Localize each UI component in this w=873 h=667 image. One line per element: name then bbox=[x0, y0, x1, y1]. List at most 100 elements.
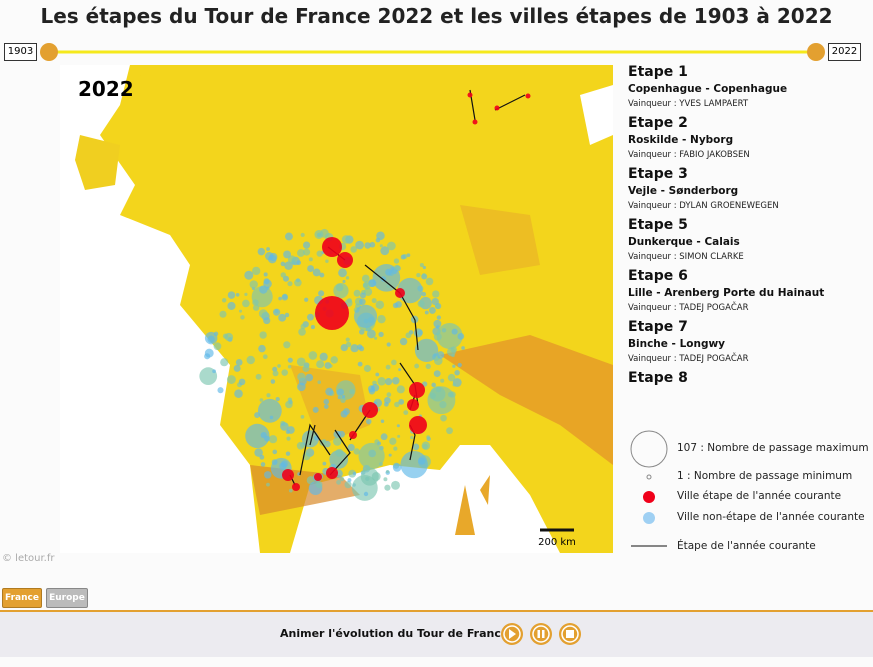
city bbox=[204, 331, 218, 345]
city bbox=[252, 299, 259, 306]
city bbox=[266, 247, 270, 251]
city bbox=[259, 398, 264, 402]
stage-city bbox=[349, 431, 357, 439]
city bbox=[410, 435, 414, 440]
city bbox=[312, 268, 321, 277]
city bbox=[403, 410, 409, 416]
city bbox=[272, 449, 278, 455]
city bbox=[240, 315, 245, 320]
stage-route: Vejle - Sønderborg bbox=[628, 185, 739, 197]
hills bbox=[460, 205, 540, 275]
city bbox=[375, 237, 381, 243]
stage-city bbox=[315, 296, 349, 330]
city bbox=[433, 370, 441, 378]
city bbox=[333, 282, 349, 299]
city bbox=[447, 373, 456, 382]
city bbox=[344, 481, 352, 489]
sea bbox=[580, 85, 613, 145]
city bbox=[457, 362, 462, 368]
city bbox=[288, 488, 293, 493]
city bbox=[322, 461, 327, 466]
city bbox=[283, 250, 291, 259]
city bbox=[363, 364, 372, 373]
city bbox=[354, 304, 378, 328]
stage-winner: Vainqueur : DYLAN GROENEWEGEN bbox=[628, 201, 779, 211]
city bbox=[400, 450, 428, 479]
city bbox=[355, 240, 364, 250]
city bbox=[315, 481, 323, 489]
city bbox=[325, 387, 334, 396]
city bbox=[396, 424, 400, 428]
stage-city bbox=[326, 467, 338, 479]
city bbox=[421, 291, 427, 297]
city bbox=[359, 298, 366, 306]
city bbox=[278, 296, 282, 301]
play-button[interactable] bbox=[501, 623, 523, 645]
city bbox=[268, 435, 278, 444]
city bbox=[336, 388, 345, 396]
stage-city bbox=[314, 473, 322, 481]
city bbox=[305, 373, 314, 382]
stage-route: Binche - Longwy bbox=[628, 338, 726, 350]
city bbox=[260, 432, 267, 439]
city bbox=[254, 412, 260, 418]
city bbox=[329, 364, 333, 368]
city bbox=[431, 297, 439, 306]
city bbox=[363, 287, 373, 296]
city bbox=[252, 304, 260, 311]
stage-route: Copenhague - Copenhague bbox=[628, 83, 788, 95]
slider-start: 1903 bbox=[4, 43, 37, 61]
stage-city bbox=[467, 92, 473, 98]
credit: © letour.fr bbox=[2, 553, 55, 564]
sea bbox=[60, 65, 260, 553]
city bbox=[451, 353, 455, 358]
city bbox=[287, 255, 296, 264]
stage-city bbox=[362, 402, 378, 418]
city bbox=[379, 244, 383, 248]
pause-button[interactable] bbox=[530, 623, 552, 645]
city bbox=[390, 266, 395, 271]
city bbox=[398, 398, 405, 405]
city bbox=[357, 361, 363, 367]
city bbox=[275, 396, 280, 402]
legend-max: 107 : Nombre de passage maximum bbox=[677, 442, 869, 454]
slider-handle[interactable] bbox=[40, 43, 58, 61]
city bbox=[317, 380, 322, 384]
stage-cities bbox=[282, 92, 531, 491]
city bbox=[283, 422, 287, 427]
city bbox=[389, 437, 397, 445]
city bbox=[347, 478, 352, 483]
city bbox=[372, 264, 401, 292]
city bbox=[220, 358, 229, 367]
tab-europe[interactable]: Europe bbox=[46, 588, 88, 608]
city bbox=[270, 379, 276, 384]
city bbox=[212, 369, 216, 374]
stop-button[interactable] bbox=[559, 623, 581, 645]
city bbox=[336, 479, 341, 485]
city bbox=[266, 393, 271, 398]
city bbox=[386, 392, 392, 398]
legend-max-symbol bbox=[630, 430, 668, 468]
slider-handle[interactable] bbox=[807, 43, 825, 61]
city bbox=[417, 300, 425, 308]
city bbox=[391, 480, 400, 490]
legend-other: Ville non-étape de l'année courante bbox=[677, 511, 865, 523]
city bbox=[303, 248, 311, 256]
city bbox=[350, 246, 357, 253]
controls bbox=[501, 623, 581, 645]
tab-france[interactable]: France bbox=[2, 588, 42, 608]
city bbox=[340, 410, 348, 418]
city bbox=[296, 260, 302, 266]
city bbox=[393, 258, 400, 264]
city bbox=[283, 341, 291, 349]
city bbox=[394, 264, 400, 271]
city bbox=[386, 470, 390, 474]
stage-city bbox=[395, 288, 405, 298]
city bbox=[319, 272, 325, 278]
city bbox=[221, 298, 227, 303]
city bbox=[323, 398, 330, 405]
city bbox=[352, 471, 356, 476]
city bbox=[366, 329, 376, 339]
city bbox=[287, 281, 293, 287]
city bbox=[424, 310, 429, 315]
